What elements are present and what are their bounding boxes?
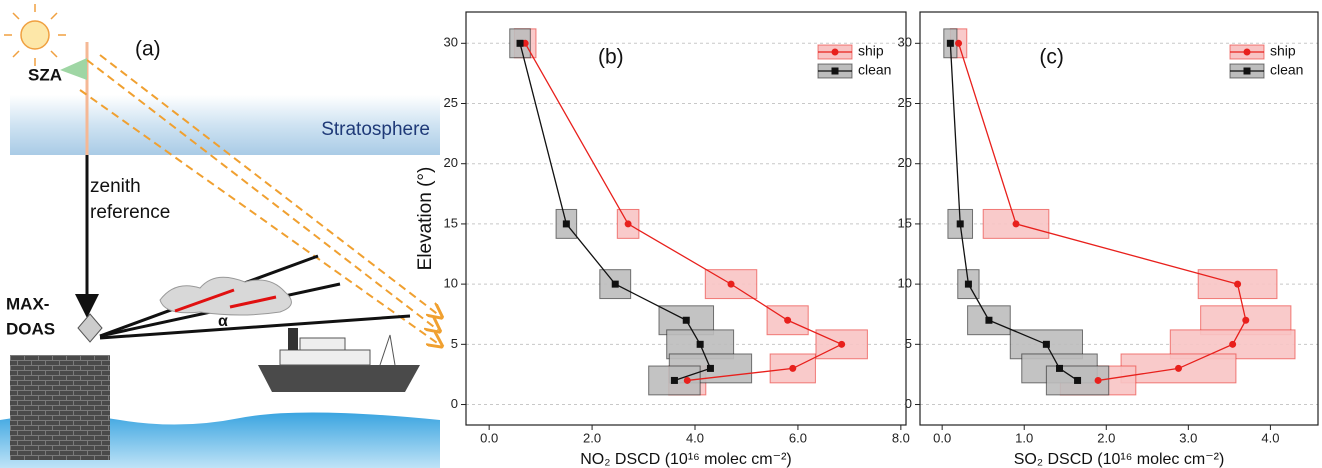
x-tick-label: 1.0 xyxy=(1015,430,1033,445)
y-tick-label: 15 xyxy=(898,215,912,230)
x-tick-label: 4.0 xyxy=(686,430,704,445)
x-axis-label: NO₂ DSCD (10¹⁶ molec cm⁻²) xyxy=(580,451,791,468)
point xyxy=(784,316,792,324)
y-tick-label: 0 xyxy=(905,396,912,411)
point xyxy=(516,39,524,47)
instrument xyxy=(77,313,103,343)
y-axis-label: Elevation (°) xyxy=(415,167,436,271)
legend-marker xyxy=(1243,48,1251,56)
point xyxy=(946,39,954,47)
sun-rays xyxy=(79,54,440,345)
y-tick-label: 25 xyxy=(898,95,912,110)
y-tick-label: 5 xyxy=(905,336,912,351)
point xyxy=(683,376,691,384)
point xyxy=(1012,220,1020,228)
y-tick-label: 5 xyxy=(451,336,458,351)
panel-label: (a) xyxy=(135,38,161,61)
x-tick-label: 2.0 xyxy=(1097,430,1115,445)
x-tick-label: 0.0 xyxy=(480,430,498,445)
point xyxy=(1056,364,1064,372)
point xyxy=(985,316,993,324)
stratosphere-label: Stratosphere xyxy=(321,119,430,140)
sun xyxy=(4,4,66,66)
building xyxy=(10,355,110,460)
x-tick-label: 8.0 xyxy=(892,430,910,445)
point xyxy=(706,364,714,372)
sza-label: SZA xyxy=(28,65,62,84)
point xyxy=(964,280,972,288)
y-tick-label: 25 xyxy=(444,95,458,110)
ship xyxy=(258,328,420,392)
point xyxy=(1234,280,1242,288)
plot-frame xyxy=(465,11,907,426)
point xyxy=(789,364,797,372)
point xyxy=(955,39,963,47)
x-axis-label: SO₂ DSCD (10¹⁶ molec cm⁻²) xyxy=(1014,451,1225,468)
point xyxy=(727,280,735,288)
point xyxy=(682,316,690,324)
legend-marker xyxy=(1243,67,1251,75)
point xyxy=(696,340,704,348)
y-tick-label: 20 xyxy=(898,155,912,170)
legend-label: clean xyxy=(858,62,891,78)
stratosphere-band xyxy=(10,95,440,155)
y-tick-label: 15 xyxy=(444,215,458,230)
diagram: (a) SZA Stratosphere zenith reference MA… xyxy=(0,4,440,468)
point xyxy=(670,376,678,384)
zenith-label: reference xyxy=(90,202,170,223)
x-tick-label: 6.0 xyxy=(789,430,807,445)
legend-label: clean xyxy=(1270,62,1303,78)
sza-angle xyxy=(60,58,87,80)
panel-label: (b) xyxy=(598,46,624,69)
plot-frame xyxy=(919,11,1319,426)
y-tick-label: 10 xyxy=(898,276,912,291)
y-tick-label: 0 xyxy=(451,396,458,411)
point xyxy=(562,220,570,228)
angle-label: α xyxy=(218,313,228,330)
plume-paths xyxy=(174,288,277,313)
point xyxy=(1174,364,1182,372)
zenith-label: zenith xyxy=(90,176,141,197)
y-tick-label: 10 xyxy=(444,276,458,291)
point xyxy=(1229,340,1237,348)
error-box xyxy=(967,305,1011,336)
instrument-label: DOAS xyxy=(6,319,55,338)
panel-label: (c) xyxy=(1039,46,1064,69)
x-tick-label: 3.0 xyxy=(1179,430,1197,445)
y-tick-label: 30 xyxy=(898,35,912,50)
point xyxy=(1242,316,1250,324)
x-tick-label: 0.0 xyxy=(933,430,951,445)
x-tick-label: 4.0 xyxy=(1261,430,1279,445)
instrument-label: MAX- xyxy=(6,294,49,313)
point xyxy=(611,280,619,288)
point xyxy=(624,220,632,228)
point xyxy=(838,340,846,348)
y-tick-label: 20 xyxy=(444,155,458,170)
point xyxy=(1042,340,1050,348)
point xyxy=(956,220,964,228)
legend-label: ship xyxy=(1270,43,1296,59)
x-tick-label: 2.0 xyxy=(583,430,601,445)
legend-marker xyxy=(831,67,839,75)
point xyxy=(1074,376,1082,384)
legend-label: ship xyxy=(858,43,884,59)
point xyxy=(1094,376,1102,384)
legend-marker xyxy=(831,48,839,56)
y-tick-label: 30 xyxy=(444,35,458,50)
